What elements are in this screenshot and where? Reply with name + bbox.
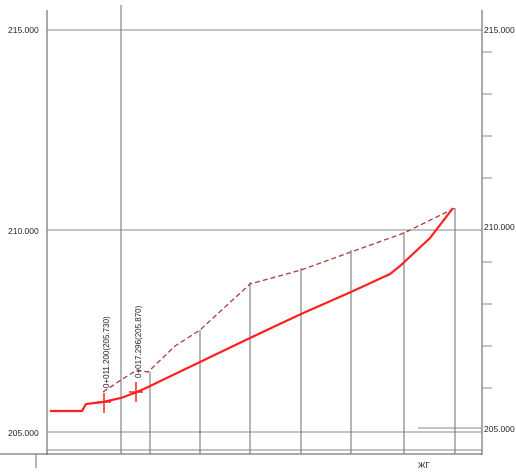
- station-lines: [35, 5, 456, 468]
- elevation-label-right-215: 215.000: [484, 25, 515, 35]
- elevation-gridlines: [47, 29, 482, 451]
- ground-profile-line: [102, 207, 456, 393]
- elevation-label-left-215: 215.000: [8, 25, 39, 35]
- corner-mark: ЖГ: [418, 461, 430, 470]
- drawing-frame: [0, 10, 483, 455]
- design-profile-line: [50, 207, 454, 413]
- elevation-label-right-210: 210.000: [484, 222, 515, 232]
- elevation-label-left-210: 210.000: [8, 226, 39, 236]
- elevation-label-left-205: 205.000: [8, 428, 39, 438]
- station-markers: [97, 382, 143, 413]
- elevation-label-right-205: 205.000: [484, 424, 515, 434]
- station-annotation: 0+011.200(205.730): [102, 316, 111, 388]
- station-annotation: 0+017.296(205.870): [134, 305, 143, 378]
- right-tick-marks: [418, 29, 492, 429]
